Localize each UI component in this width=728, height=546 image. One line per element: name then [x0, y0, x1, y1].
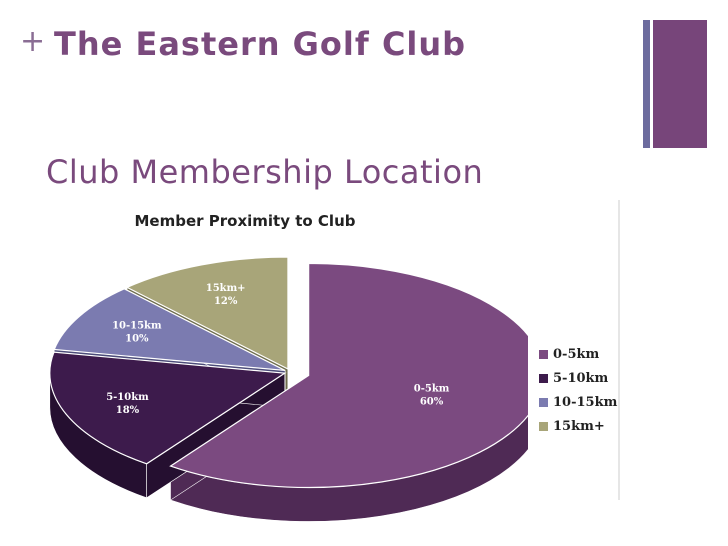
accent-bar-thick [653, 20, 707, 148]
legend-swatch [539, 349, 548, 359]
legend-label: 15km+ [553, 418, 605, 434]
slice-label: 5-10km [106, 392, 149, 403]
pie-chart: Member Proximity to Club 0-5km 60% 5-10km 1… [28, 200, 628, 540]
legend-label: 5-10km [553, 370, 609, 386]
chart-title: Member Proximity to Club [134, 212, 356, 230]
pie-svg: 0-5km 60% 5-10km 18% 10-15km 10% 15km+ 12% [49, 256, 528, 522]
legend-item: 0-5km [539, 342, 617, 366]
accent-bar-thin [643, 20, 650, 148]
slice-label: 15km+ [206, 283, 246, 294]
slice-value-label: 18% [116, 405, 140, 416]
slice-value-label: 60% [420, 396, 444, 407]
legend-item: 5-10km [539, 366, 617, 390]
slice-value-label: 10% [125, 334, 149, 345]
legend-swatch [539, 397, 548, 407]
slide-subtitle: Club Membership Location [46, 153, 484, 191]
slice-label: 0-5km [414, 383, 450, 394]
pie-slice-top-0-5km [169, 262, 528, 489]
legend-label: 0-5km [553, 346, 600, 362]
pie-slice-top-5-10km [49, 351, 287, 465]
legend-label: 10-15km [553, 394, 618, 410]
slice-label: 10-15km [112, 321, 162, 332]
slide-title: The Eastern Golf Club [54, 25, 467, 63]
legend-item: 15km+ [539, 414, 617, 438]
pie-slice-top-10-15km [53, 288, 286, 372]
legend-swatch [539, 373, 548, 383]
chart-border [618, 200, 620, 500]
legend-swatch [539, 421, 548, 431]
chart-legend: 0-5km 5-10km 10-15km 15km+ [539, 342, 617, 438]
legend-item: 10-15km [539, 390, 617, 414]
plus-icon: + [20, 24, 46, 59]
slice-value-label: 12% [214, 296, 238, 307]
pie-slice-top-15km- [125, 256, 289, 371]
